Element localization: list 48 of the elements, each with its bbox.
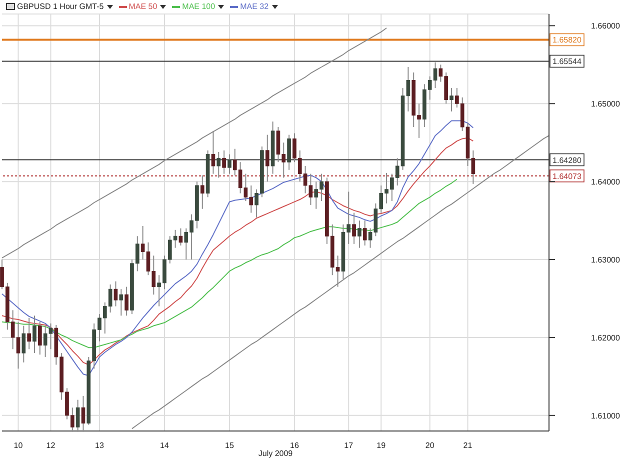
y-tick-label: 1.65000 — [591, 99, 620, 108]
candlestick — [76, 399, 80, 431]
candlestick — [287, 134, 291, 170]
candlestick — [358, 220, 362, 248]
x-tick-label: 14 — [160, 441, 170, 450]
candlestick — [211, 130, 216, 174]
x-axis-title: July 2009 — [258, 449, 294, 458]
candlestick — [38, 321, 42, 356]
ref-line-label: 1.65544 — [552, 57, 582, 66]
ref-line-label: 1.65820 — [552, 36, 582, 45]
legend-label: MAE 32 — [240, 2, 269, 11]
y-tick-label: 1.63000 — [591, 255, 620, 264]
x-tick-label: 16 — [290, 441, 300, 450]
legend-label: MAE 50 — [128, 2, 158, 11]
x-tick-label: 17 — [344, 441, 354, 450]
candlestick — [200, 174, 204, 210]
candlestick — [114, 280, 118, 307]
candlestick — [216, 151, 221, 178]
x-tick-label: 13 — [95, 441, 104, 450]
y-tick-label: 1.64000 — [591, 177, 620, 186]
y-tick-label: 1.62000 — [591, 333, 620, 342]
y-tick-label: 1.66000 — [591, 22, 620, 31]
line-series — [131, 135, 550, 430]
x-tick-label: 20 — [425, 441, 435, 450]
ref-line-label: 1.64280 — [552, 156, 582, 165]
candlestick — [222, 150, 226, 174]
candlestick — [178, 228, 183, 246]
candlestick — [32, 315, 36, 354]
candlestick — [450, 88, 454, 112]
candlestick — [352, 212, 356, 244]
candlestick — [27, 317, 31, 350]
x-tick-label: 21 — [463, 441, 473, 450]
x-tick-label: 19 — [376, 441, 386, 450]
line-series — [2, 178, 458, 348]
candlestick — [228, 154, 232, 174]
candlestick — [362, 220, 367, 246]
candlestick — [265, 134, 270, 182]
candlestick — [119, 288, 124, 316]
chart-title: GBPUSD 1 Hour GMT-5 — [17, 2, 104, 11]
x-tick-label: 12 — [46, 441, 56, 450]
candlestick — [124, 286, 128, 316]
ref-line-label: 1.64073 — [552, 172, 582, 181]
y-tick-label: 1.61000 — [591, 411, 620, 420]
candlestick — [22, 325, 26, 363]
x-tick-label: 10 — [14, 441, 24, 450]
legend-label: MAE 100 — [182, 2, 216, 11]
candlestick — [81, 395, 86, 431]
x-tick-label: 15 — [225, 441, 234, 450]
